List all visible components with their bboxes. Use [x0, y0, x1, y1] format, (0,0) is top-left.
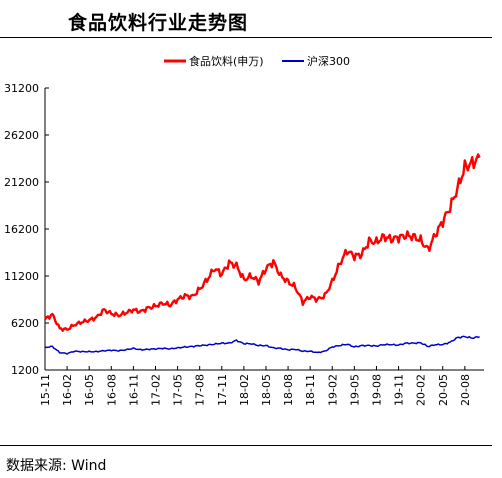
series-line-hs300 — [44, 335, 480, 355]
x-tick-label: 17-05 — [172, 374, 185, 406]
data-source: 数据来源: Wind — [6, 458, 107, 474]
x-tick-label: 17-08 — [194, 374, 207, 406]
x-tick-label: 20-08 — [459, 374, 472, 406]
y-tick-label: 11200 — [4, 270, 39, 283]
x-tick-label: 18-02 — [238, 374, 251, 406]
x-tick-label: 18-11 — [304, 374, 317, 406]
line-chart: 食品饮料(申万) 沪深300 1200 6200 11200 16200 21200 262… — [4, 54, 484, 406]
top-rule — [0, 37, 492, 38]
y-tick-label: 16200 — [4, 223, 39, 236]
chart-title: 食品饮料行业走势图 — [68, 12, 249, 34]
y-tick-label: 6200 — [11, 317, 39, 330]
x-tick-label: 19-08 — [370, 374, 383, 406]
y-tick-label: 1200 — [11, 364, 39, 377]
x-tick-label: 17-11 — [216, 374, 229, 406]
legend-label: 沪深300 — [307, 54, 350, 68]
x-tick-label: 19-05 — [348, 374, 361, 406]
x-tick-label: 17-02 — [149, 374, 162, 406]
legend-label: 食品饮料(申万) — [189, 54, 264, 68]
series-lines — [44, 153, 481, 355]
x-tick-label: 20-05 — [437, 374, 450, 406]
x-tick-label: 16-08 — [105, 374, 118, 406]
x-tick-label: 20-02 — [415, 374, 428, 406]
legend: 食品饮料(申万) 沪深300 — [164, 54, 350, 68]
x-tick-label: 18-05 — [260, 374, 273, 406]
x-tick-label: 18-08 — [282, 374, 295, 406]
axes: 1200 6200 11200 16200 21200 26200 31200 15-11 16… — [4, 82, 484, 406]
y-tick-label: 31200 — [4, 82, 39, 95]
x-tick-label: 19-02 — [326, 374, 339, 406]
bottom-rule — [0, 445, 492, 446]
y-tick-label: 26200 — [4, 129, 39, 142]
x-tick-label: 19-11 — [393, 374, 406, 406]
x-tick-label: 16-11 — [127, 374, 140, 406]
x-tick-label: 15-11 — [39, 374, 52, 406]
x-tick-label: 16-05 — [83, 374, 96, 406]
series-line-food-beverage — [44, 153, 481, 332]
x-tick-label: 16-02 — [61, 374, 74, 406]
y-tick-label: 21200 — [4, 176, 39, 189]
